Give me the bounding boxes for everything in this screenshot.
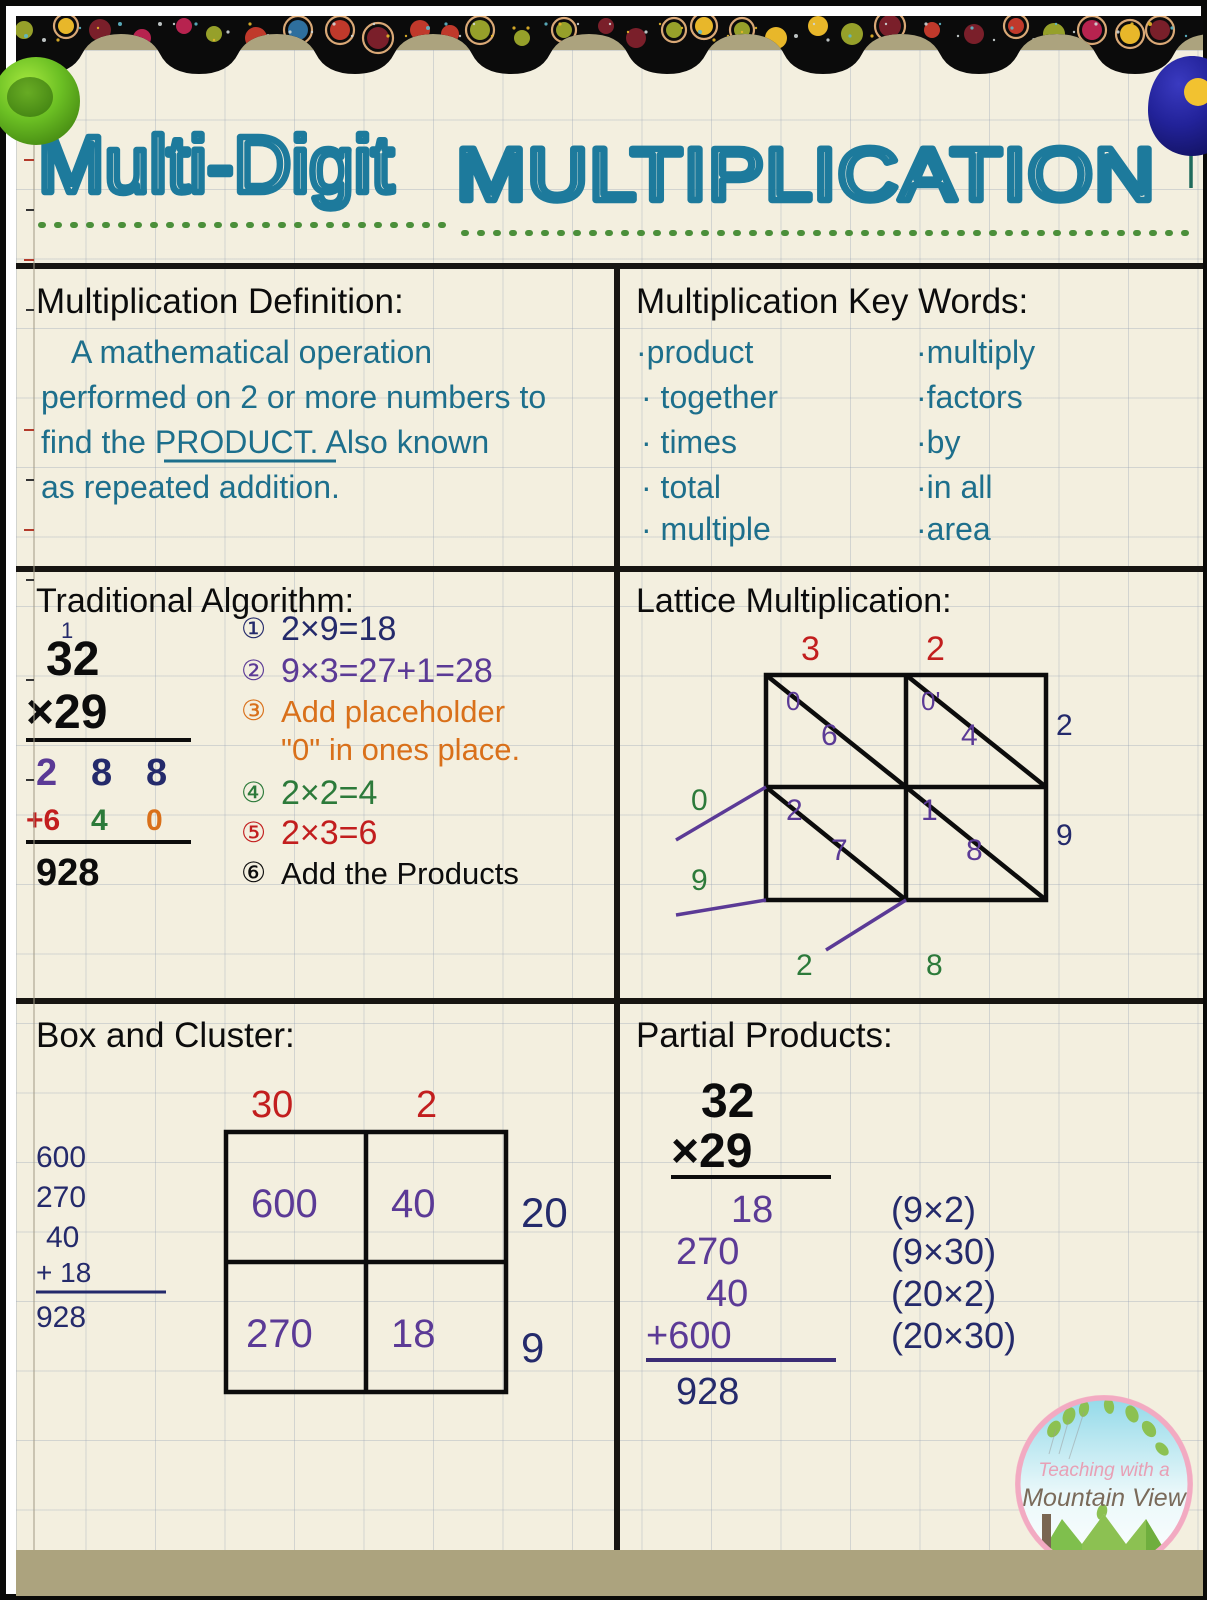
svg-text:928: 928	[676, 1371, 739, 1413]
svg-text:8: 8	[146, 752, 167, 794]
svg-text:Lattice Multiplication:: Lattice Multiplication:	[636, 582, 952, 620]
svg-text:2×2=4: 2×2=4	[281, 774, 377, 812]
svg-text:0: 0	[146, 804, 163, 837]
svg-text:Add placeholder: Add placeholder	[281, 694, 505, 729]
svg-text:+600: +600	[646, 1315, 732, 1357]
svg-text:×29: ×29	[671, 1125, 752, 1178]
svg-text:6: 6	[821, 719, 838, 752]
svg-text:600: 600	[36, 1141, 86, 1174]
svg-text:performed on 2 or more numbers: performed on 2 or more numbers to	[41, 379, 546, 415]
svg-text:MULTIPLICATION: MULTIPLICATION	[456, 133, 1156, 216]
svg-text:as repeated addition.: as repeated addition.	[41, 469, 340, 505]
svg-text:32: 32	[46, 633, 99, 686]
svg-text:1: 1	[921, 794, 938, 827]
svg-text:(20×30): (20×30)	[891, 1315, 1016, 1356]
svg-text:2: 2	[36, 752, 57, 794]
svg-text:40: 40	[706, 1273, 748, 1315]
svg-text:③: ③	[241, 695, 266, 726]
svg-text:· multiple: · multiple	[641, 511, 771, 547]
svg-text:3: 3	[801, 630, 820, 668]
svg-text:32: 32	[701, 1075, 754, 1128]
svg-text:(9×2): (9×2)	[891, 1189, 976, 1230]
svg-text:④: ④	[241, 777, 266, 808]
svg-text:928: 928	[36, 852, 99, 894]
svg-text:0: 0	[786, 686, 800, 716]
svg-text:· total: · total	[641, 469, 721, 505]
svg-text:8: 8	[91, 752, 112, 794]
svg-text:Mountain View: Mountain View	[1022, 1484, 1187, 1512]
svg-text:18: 18	[391, 1312, 436, 1356]
svg-text:2×3=6: 2×3=6	[281, 814, 377, 852]
svg-text:Multiplication Key Words:: Multiplication Key Words:	[636, 282, 1028, 321]
svg-text:30: 30	[251, 1084, 293, 1126]
svg-text:9: 9	[691, 864, 708, 897]
svg-text:·in all: ·in all	[916, 469, 992, 505]
svg-text:0': 0'	[921, 686, 940, 716]
svg-text:(9×30): (9×30)	[891, 1231, 996, 1272]
svg-text:(20×2): (20×2)	[891, 1273, 996, 1314]
svg-text:40: 40	[391, 1182, 436, 1226]
svg-text:270: 270	[36, 1181, 86, 1214]
svg-text:·multiply: ·multiply	[916, 334, 1035, 370]
svg-text:A mathematical operation: A mathematical operation	[71, 334, 432, 370]
svg-text:×29: ×29	[26, 686, 107, 739]
svg-text:8: 8	[926, 949, 943, 982]
svg-text:·area: ·area	[916, 511, 991, 547]
svg-text:4: 4	[961, 719, 978, 752]
svg-text:Box and Cluster:: Box and Cluster:	[36, 1016, 295, 1055]
svg-text:2×9=18: 2×9=18	[281, 610, 396, 648]
svg-text:270: 270	[676, 1231, 739, 1273]
svg-text:2: 2	[796, 949, 813, 982]
svg-text:20: 20	[521, 1189, 568, 1236]
svg-text:9×3=27+1=28: 9×3=27+1=28	[281, 652, 493, 690]
svg-text:270: 270	[246, 1312, 313, 1356]
svg-text:⑥: ⑥	[241, 857, 266, 888]
svg-text:①: ①	[241, 613, 266, 644]
svg-text:find the PRODUCT. Also known: find the PRODUCT. Also known	[41, 424, 489, 460]
svg-text:40: 40	[46, 1221, 79, 1254]
svg-text:9: 9	[1056, 819, 1073, 852]
svg-text:2: 2	[1056, 709, 1073, 742]
svg-text:4: 4	[91, 804, 108, 837]
svg-text:9: 9	[521, 1324, 544, 1371]
svg-text:928: 928	[36, 1301, 86, 1334]
svg-text:Teaching with a: Teaching with a	[1038, 1460, 1169, 1481]
svg-text:· together: · together	[641, 379, 778, 415]
svg-text:7: 7	[831, 834, 848, 867]
svg-text:0: 0	[691, 784, 708, 817]
svg-text:2: 2	[926, 630, 945, 668]
svg-text:"0" in ones place.: "0" in ones place.	[281, 732, 520, 767]
svg-text:·factors: ·factors	[916, 379, 1023, 415]
svg-text:600: 600	[251, 1182, 318, 1226]
svg-text:· times: · times	[641, 424, 737, 460]
svg-text:②: ②	[241, 655, 266, 686]
svg-text:⑤: ⑤	[241, 817, 266, 848]
svg-text:·by: ·by	[916, 424, 960, 460]
svg-text:Add the Products: Add the Products	[281, 856, 519, 891]
svg-text:2: 2	[416, 1084, 437, 1126]
svg-text:2: 2	[786, 794, 803, 827]
svg-text:Partial Products:: Partial Products:	[636, 1016, 893, 1055]
svg-text:Multi-Digit: Multi-Digit	[38, 120, 394, 209]
svg-text:Multiplication Definition:: Multiplication Definition:	[36, 282, 404, 321]
svg-text:8: 8	[966, 834, 983, 867]
svg-text:·product: ·product	[636, 334, 754, 370]
svg-text:18: 18	[731, 1189, 773, 1231]
svg-text:+ 18: + 18	[36, 1257, 91, 1288]
